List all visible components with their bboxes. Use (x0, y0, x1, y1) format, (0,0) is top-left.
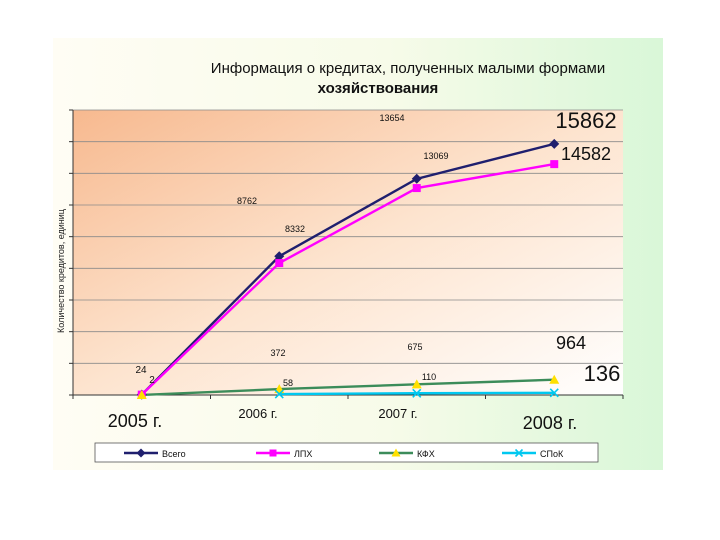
legend-label: СПоК (540, 449, 564, 459)
x-tick-label: 2005 г. (108, 411, 162, 431)
data-label: 8762 (237, 196, 257, 206)
data-label: 58 (283, 378, 293, 388)
data-label: 24 (135, 365, 147, 376)
series-line (140, 162, 555, 396)
legend-marker (391, 448, 401, 457)
series-marker (274, 251, 285, 262)
chart-title-line2: хозяйствования (318, 80, 439, 97)
data-label: 13069 (423, 151, 448, 161)
data-label: 14582 (561, 144, 611, 164)
series-marker (412, 388, 422, 398)
data-label: 2 (149, 375, 155, 386)
series-marker (549, 388, 559, 398)
grid-lines (73, 109, 623, 364)
legend-box (94, 442, 599, 463)
series-markers (136, 138, 560, 400)
y-axis-label: Количество кредитов, единиц (56, 209, 66, 333)
x-tick-label: 2006 г. (238, 406, 277, 421)
series-marker (412, 184, 421, 193)
series-marker (549, 374, 560, 384)
x-tick-label: 2008 г. (523, 413, 577, 433)
series-marker (274, 389, 284, 399)
data-label: 13654 (379, 113, 404, 123)
series-marker (411, 379, 422, 389)
series-marker (549, 138, 560, 149)
legend-marker (514, 448, 524, 458)
series-marker (550, 160, 559, 169)
data-label: 136 (584, 361, 621, 386)
data-labels: 24 8762 13654 15862 8332 13069 14582 2 372 675 964… (135, 108, 620, 388)
x-tick-label: 2007 г. (378, 406, 417, 421)
legend-marker (269, 449, 277, 457)
chart-title-line1: Информация о кредитах, полученных малыми… (211, 60, 605, 77)
legend-label: Всего (162, 449, 186, 459)
series-marker (411, 173, 422, 184)
data-label: 8332 (285, 224, 305, 234)
legend-label: КФХ (417, 449, 435, 459)
data-label: 964 (556, 333, 586, 353)
series-line (141, 378, 555, 397)
series-line (140, 142, 555, 396)
data-label: 372 (270, 348, 285, 358)
plot-area (73, 110, 623, 395)
legend: Всего ЛПХ КФХ СПоК (94, 442, 599, 463)
data-label: 15862 (555, 108, 616, 133)
data-label: 675 (407, 342, 422, 352)
series-marker (136, 389, 147, 399)
data-label: 110 (422, 372, 436, 382)
legend-marker (136, 448, 146, 458)
series-marker (275, 259, 284, 268)
legend-label: ЛПХ (294, 449, 312, 459)
x-tick-labels: 2005 г. 2006 г. 2007 г. 2008 г. (108, 406, 577, 433)
